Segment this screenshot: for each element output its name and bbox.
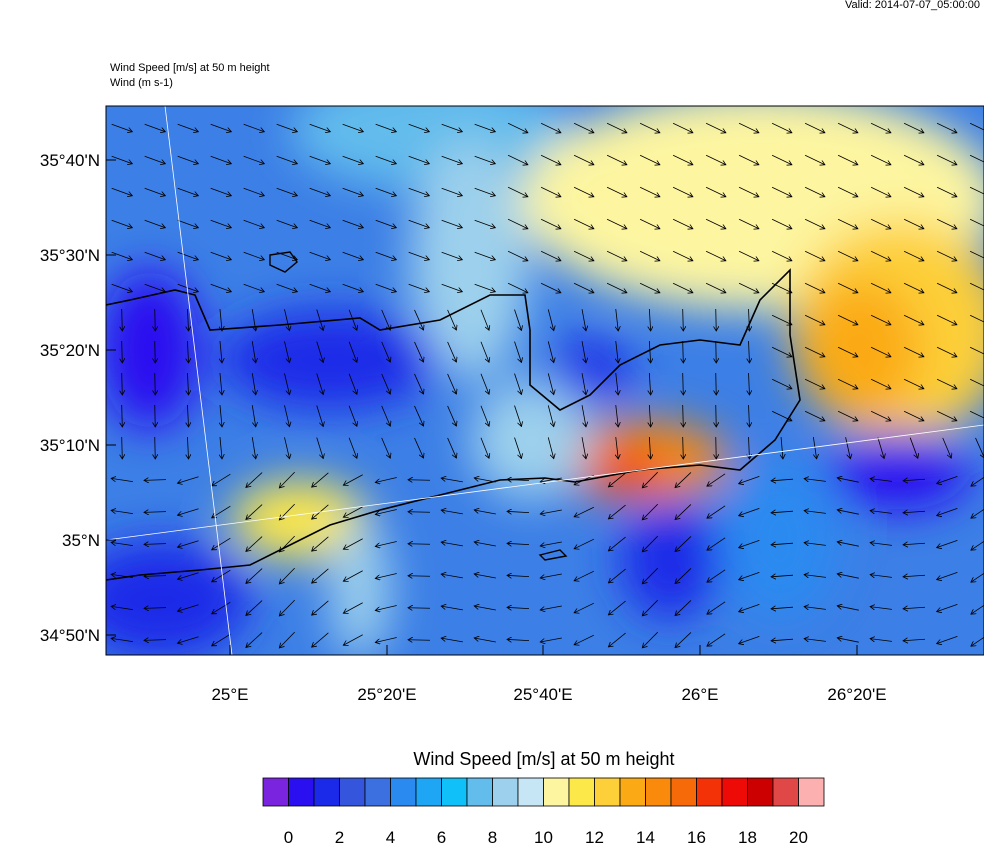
lat-label: 35°20'N	[40, 341, 100, 360]
colorbar-box	[518, 778, 544, 806]
lat-label: 35°30'N	[40, 246, 100, 265]
colorbar-label: 14	[636, 828, 655, 845]
wind-arrow	[122, 405, 123, 427]
colorbar-title: Wind Speed [m/s] at 50 m height	[413, 749, 674, 769]
colorbar-label: 0	[284, 828, 293, 845]
map-subtitle: Wind (m s-1)	[110, 77, 173, 89]
map-title: Wind Speed [m/s] at 50 m height	[110, 62, 270, 74]
colorbar-label: 20	[789, 828, 808, 845]
colorbar-box	[748, 778, 774, 806]
lon-label: 25°20'E	[357, 685, 416, 704]
wind-arrow	[155, 405, 156, 427]
colorbar-box	[799, 778, 825, 806]
lat-label: 35°10'N	[40, 436, 100, 455]
colorbar-box	[416, 778, 442, 806]
colorbar-box	[314, 778, 340, 806]
lon-label: 26°20'E	[827, 685, 886, 704]
wind-arrow	[155, 437, 156, 459]
lon-label: 25°E	[211, 685, 248, 704]
lat-label: 35°40'N	[40, 151, 100, 170]
valid-time: Valid: 2014-07-07_05:00:00	[845, 0, 980, 11]
wind-arrow	[122, 309, 123, 331]
colorbar-box	[391, 778, 417, 806]
lat-label: 34°50'N	[40, 626, 100, 645]
colorbar-label: 16	[687, 828, 706, 845]
wind-arrow	[122, 437, 123, 459]
colorbar-label: 6	[437, 828, 446, 845]
lon-label: 25°40'E	[513, 685, 572, 704]
colorbar-box	[467, 778, 493, 806]
colorbar-box	[646, 778, 672, 806]
wind-arrow	[122, 341, 123, 363]
colorbar-label: 8	[488, 828, 497, 845]
wind-arrow	[122, 373, 123, 395]
wind-arrow	[155, 373, 156, 395]
colorbar-label: 12	[585, 828, 604, 845]
colorbar-box	[671, 778, 697, 806]
colorbar-box	[595, 778, 621, 806]
field	[70, 70, 984, 660]
lon-label: 26°E	[681, 685, 718, 704]
lat-label: 35°N	[62, 531, 100, 550]
colorbar-box	[722, 778, 748, 806]
colorbar-box	[340, 778, 366, 806]
colorbar-label: 10	[534, 828, 553, 845]
wind-arrow	[155, 341, 156, 363]
colorbar-box	[263, 778, 289, 806]
colorbar-box	[773, 778, 799, 806]
colorbar-label: 4	[386, 828, 395, 845]
wind-arrow	[155, 309, 156, 331]
colorbar-label: 2	[335, 828, 344, 845]
colorbar-box	[289, 778, 315, 806]
colorbar-label: 18	[738, 828, 757, 845]
colorbar-box	[442, 778, 468, 806]
colorbar-box	[365, 778, 391, 806]
colorbar-box	[697, 778, 723, 806]
colorbar-box	[544, 778, 570, 806]
colorbar-box	[569, 778, 595, 806]
colorbar-box	[493, 778, 519, 806]
colorbar-box	[620, 778, 646, 806]
